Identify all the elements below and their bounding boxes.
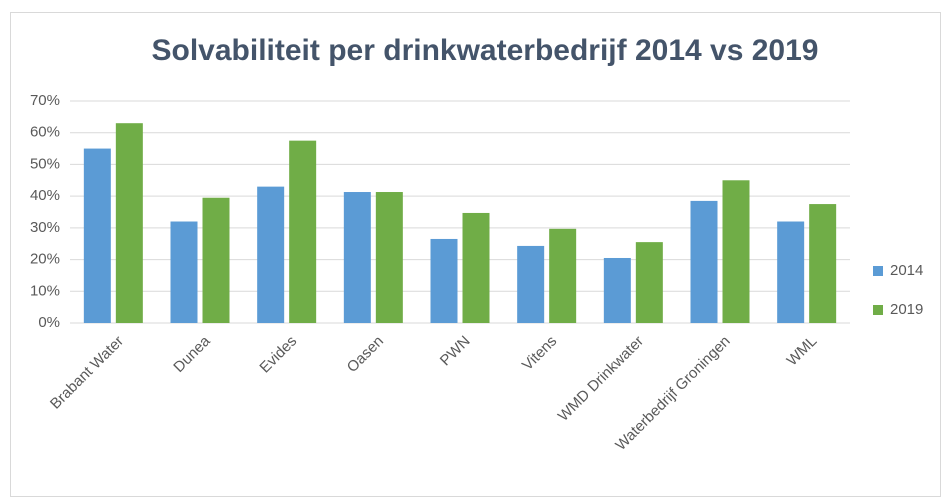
bar — [517, 245, 545, 323]
bar — [202, 197, 230, 323]
bar — [722, 180, 750, 323]
legend-label: 2019 — [890, 301, 923, 318]
bar — [462, 212, 490, 323]
y-tick-label: 70% — [30, 92, 60, 109]
y-tick-label: 40% — [30, 187, 60, 204]
bar — [549, 228, 577, 323]
bar — [809, 204, 837, 323]
bar — [257, 186, 285, 323]
bar — [603, 257, 631, 323]
legend-swatch — [873, 266, 883, 276]
y-tick-label: 50% — [30, 155, 60, 172]
y-tick-label: 10% — [30, 282, 60, 299]
bar — [375, 192, 403, 323]
bar — [170, 221, 198, 323]
y-tick-label: 20% — [30, 251, 60, 268]
legend-label: 2014 — [890, 262, 923, 279]
y-tick-label: 0% — [38, 314, 60, 331]
bar — [777, 221, 805, 323]
bar — [289, 140, 317, 323]
bar — [83, 148, 111, 323]
bar — [115, 123, 143, 323]
chart-title: Solvabiliteit per drinkwaterbedrijf 2014… — [152, 34, 819, 67]
y-tick-label: 30% — [30, 219, 60, 236]
bar — [635, 242, 663, 323]
bar — [690, 200, 718, 323]
legend-swatch — [873, 305, 883, 315]
y-tick-label: 60% — [30, 124, 60, 141]
bar — [343, 192, 371, 323]
bar — [430, 238, 458, 323]
